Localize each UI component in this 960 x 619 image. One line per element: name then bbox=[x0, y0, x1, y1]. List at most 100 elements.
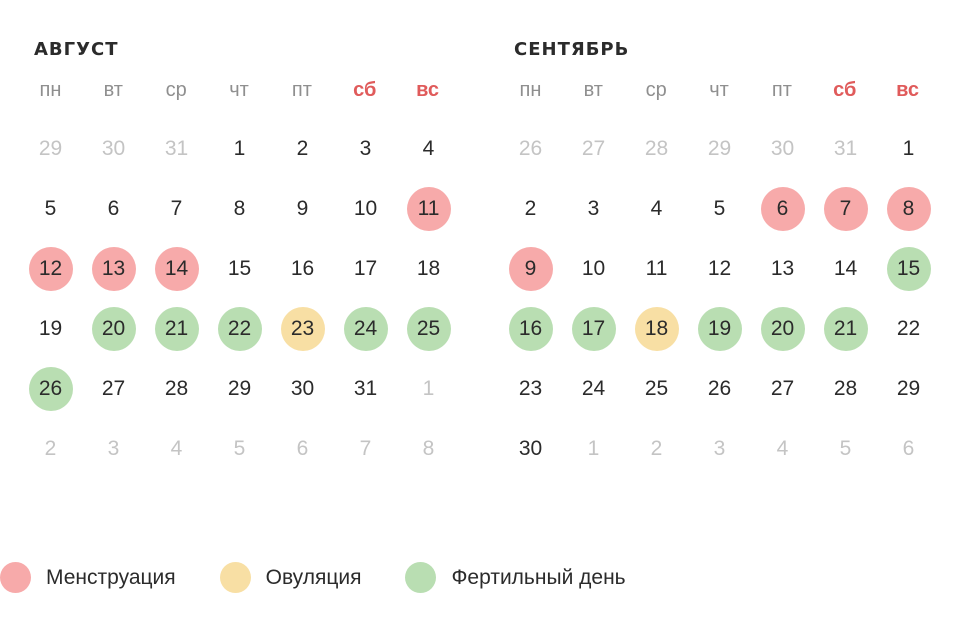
day-cell[interactable]: 5 bbox=[688, 179, 751, 239]
day-cell[interactable]: 2 bbox=[625, 419, 688, 479]
day-cell[interactable]: 21 bbox=[814, 299, 877, 359]
day-cell[interactable]: 14 bbox=[814, 239, 877, 299]
day-cell[interactable]: 2 bbox=[271, 119, 334, 179]
day-cell[interactable]: 3 bbox=[334, 119, 397, 179]
day-number-other: 29 bbox=[707, 137, 732, 160]
day-cell[interactable]: 30 bbox=[82, 119, 145, 179]
day-cell[interactable]: 20 bbox=[82, 299, 145, 359]
day-cell[interactable]: 3 bbox=[688, 419, 751, 479]
day-cell[interactable]: 11 bbox=[625, 239, 688, 299]
day-cell[interactable]: 28 bbox=[145, 359, 208, 419]
day-cell[interactable]: 26 bbox=[688, 359, 751, 419]
day-cell[interactable]: 26 bbox=[19, 359, 82, 419]
day-number: 3 bbox=[359, 137, 372, 160]
day-number: 5 bbox=[44, 197, 57, 220]
day-cell[interactable]: 7 bbox=[145, 179, 208, 239]
day-cell[interactable]: 15 bbox=[877, 239, 940, 299]
day-cell[interactable]: 29 bbox=[688, 119, 751, 179]
day-cell[interactable]: 22 bbox=[208, 299, 271, 359]
day-cell[interactable]: 25 bbox=[625, 359, 688, 419]
day-cell[interactable]: 5 bbox=[208, 419, 271, 479]
day-cell[interactable]: 23 bbox=[271, 299, 334, 359]
day-cell[interactable]: 13 bbox=[82, 239, 145, 299]
day-number-other: 1 bbox=[422, 377, 435, 400]
day-cell[interactable]: 18 bbox=[397, 239, 460, 299]
day-cell[interactable]: 29 bbox=[208, 359, 271, 419]
day-cell[interactable]: 29 bbox=[877, 359, 940, 419]
day-number: 2 bbox=[524, 197, 537, 220]
day-cell[interactable]: 31 bbox=[814, 119, 877, 179]
day-cell[interactable]: 12 bbox=[688, 239, 751, 299]
day-number-other: 31 bbox=[833, 137, 858, 160]
day-cell[interactable]: 3 bbox=[82, 419, 145, 479]
day-cell[interactable]: 8 bbox=[208, 179, 271, 239]
day-cell[interactable]: 31 bbox=[145, 119, 208, 179]
day-cell[interactable]: 19 bbox=[19, 299, 82, 359]
day-cell[interactable]: 24 bbox=[562, 359, 625, 419]
day-cell[interactable]: 4 bbox=[145, 419, 208, 479]
day-cell[interactable]: 17 bbox=[334, 239, 397, 299]
day-cell[interactable]: 3 bbox=[562, 179, 625, 239]
day-cell[interactable]: 10 bbox=[334, 179, 397, 239]
day-cell[interactable]: 6 bbox=[271, 419, 334, 479]
day-cell[interactable]: 28 bbox=[625, 119, 688, 179]
day-cell[interactable]: 8 bbox=[397, 419, 460, 479]
day-cell[interactable]: 21 bbox=[145, 299, 208, 359]
day-number-fertile: 21 bbox=[154, 307, 199, 351]
day-cell[interactable]: 10 bbox=[562, 239, 625, 299]
day-cell[interactable]: 12 bbox=[19, 239, 82, 299]
day-cell[interactable]: 28 bbox=[814, 359, 877, 419]
day-number-ovulation: 23 bbox=[280, 307, 325, 351]
day-cell[interactable]: 11 bbox=[397, 179, 460, 239]
day-cell[interactable]: 25 bbox=[397, 299, 460, 359]
day-cell[interactable]: 1 bbox=[877, 119, 940, 179]
weekday-fri: пт bbox=[771, 79, 792, 101]
legend-label: Менструация bbox=[46, 565, 176, 589]
day-cell[interactable]: 22 bbox=[877, 299, 940, 359]
day-cell[interactable]: 6 bbox=[877, 419, 940, 479]
day-cell[interactable]: 7 bbox=[334, 419, 397, 479]
day-cell[interactable]: 1 bbox=[397, 359, 460, 419]
day-cell[interactable]: 6 bbox=[751, 179, 814, 239]
day-cell[interactable]: 26 bbox=[499, 119, 562, 179]
day-cell[interactable]: 9 bbox=[271, 179, 334, 239]
day-cell[interactable]: 8 bbox=[877, 179, 940, 239]
day-cell[interactable]: 14 bbox=[145, 239, 208, 299]
day-cell[interactable]: 20 bbox=[751, 299, 814, 359]
day-cell[interactable]: 1 bbox=[208, 119, 271, 179]
day-cell[interactable]: 9 bbox=[499, 239, 562, 299]
day-cell[interactable]: 15 bbox=[208, 239, 271, 299]
day-cell[interactable]: 1 bbox=[562, 419, 625, 479]
day-cell[interactable]: 18 bbox=[625, 299, 688, 359]
day-cell[interactable]: 27 bbox=[82, 359, 145, 419]
day-cell[interactable]: 4 bbox=[751, 419, 814, 479]
day-number-other: 6 bbox=[296, 437, 309, 460]
day-cell[interactable]: 6 bbox=[82, 179, 145, 239]
day-cell[interactable]: 30 bbox=[271, 359, 334, 419]
weekday-thu: чт bbox=[229, 79, 249, 101]
day-cell[interactable]: 16 bbox=[499, 299, 562, 359]
day-number: 28 bbox=[833, 377, 858, 400]
day-cell[interactable]: 2 bbox=[499, 179, 562, 239]
legend-item-fertile: Фертильный день bbox=[405, 562, 626, 593]
day-cell[interactable]: 17 bbox=[562, 299, 625, 359]
day-cell[interactable]: 5 bbox=[814, 419, 877, 479]
day-cell[interactable]: 7 bbox=[814, 179, 877, 239]
day-cell[interactable]: 19 bbox=[688, 299, 751, 359]
day-number: 8 bbox=[233, 197, 246, 220]
day-cell[interactable]: 2 bbox=[19, 419, 82, 479]
days-grid: 29 30 31 1 2 3 4 5 6 7 8 9 10 11 12 13 14 15 16 17 18 19 20 21 2… bbox=[19, 119, 459, 479]
day-cell[interactable]: 5 bbox=[19, 179, 82, 239]
day-cell[interactable]: 23 bbox=[499, 359, 562, 419]
day-cell[interactable]: 30 bbox=[751, 119, 814, 179]
day-cell[interactable]: 30 bbox=[499, 419, 562, 479]
day-cell[interactable]: 29 bbox=[19, 119, 82, 179]
day-cell[interactable]: 4 bbox=[397, 119, 460, 179]
day-cell[interactable]: 4 bbox=[625, 179, 688, 239]
day-cell[interactable]: 24 bbox=[334, 299, 397, 359]
day-cell[interactable]: 13 bbox=[751, 239, 814, 299]
day-cell[interactable]: 27 bbox=[562, 119, 625, 179]
day-cell[interactable]: 16 bbox=[271, 239, 334, 299]
day-cell[interactable]: 31 bbox=[334, 359, 397, 419]
day-cell[interactable]: 27 bbox=[751, 359, 814, 419]
